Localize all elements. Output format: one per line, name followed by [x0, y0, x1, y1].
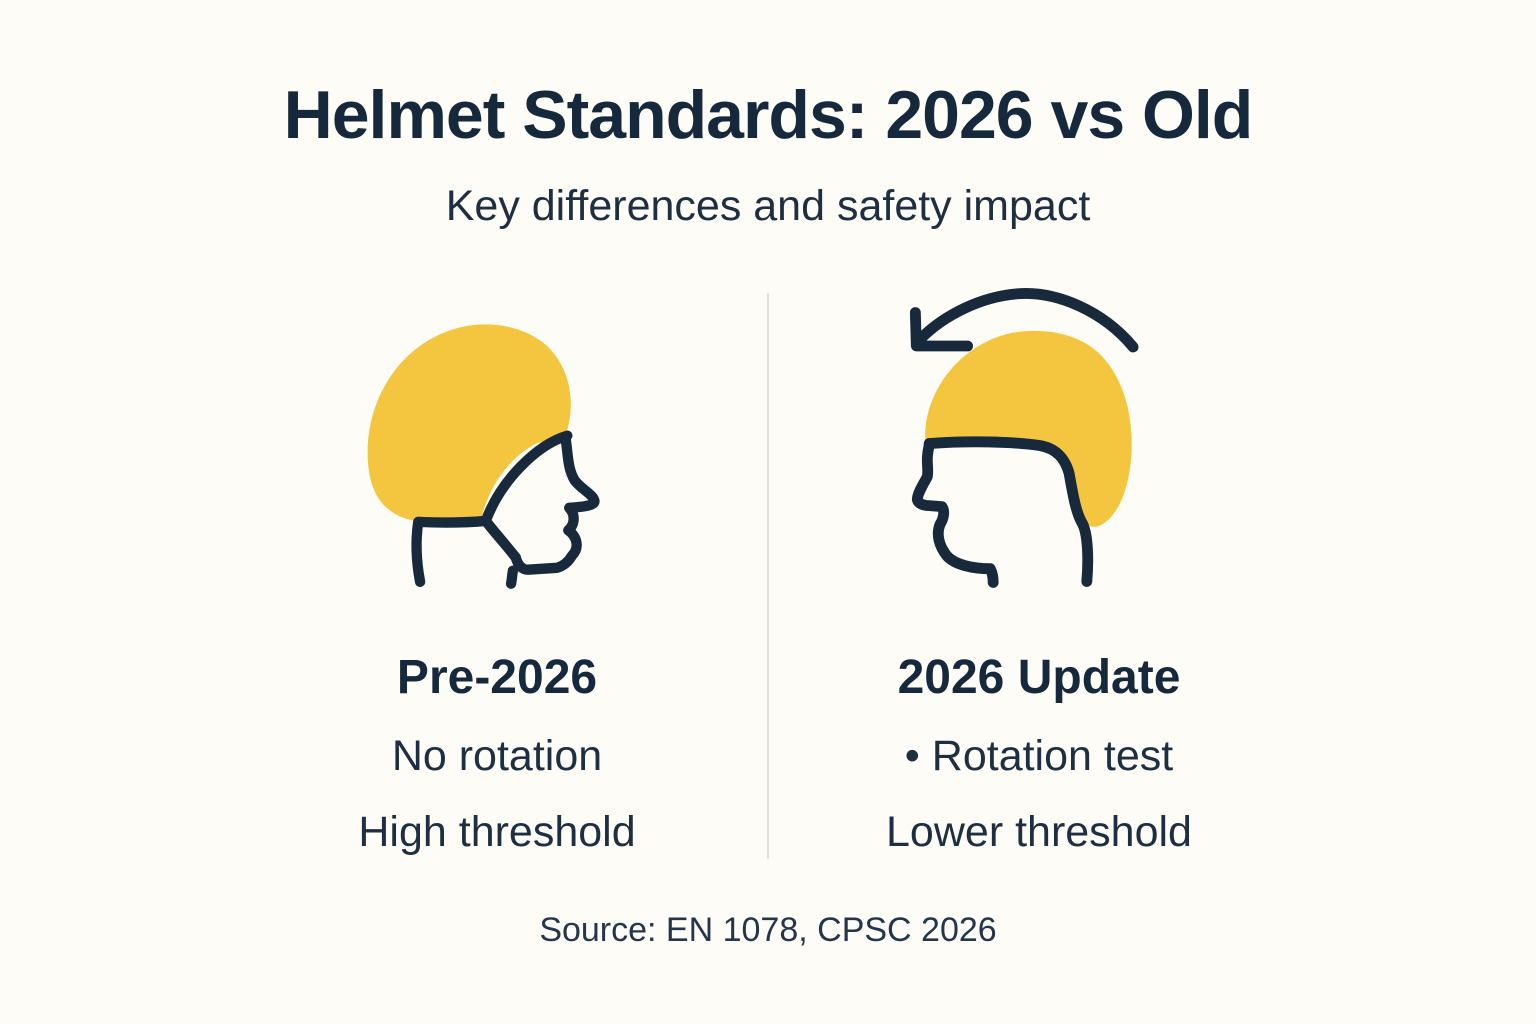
- helmet-head-right-icon: [367, 324, 600, 589]
- column-divider: [767, 293, 769, 859]
- pre-2026-heading: Pre-2026: [396, 651, 598, 704]
- column-pre-2026: Pre-2026 No rotation High threshold: [227, 271, 767, 859]
- head-outline-strokes: [909, 288, 1139, 588]
- update-2026-heading: 2026 Update: [897, 651, 1181, 704]
- rotation-arrow-icon: [915, 288, 1139, 353]
- page-title: Helmet Standards: 2026 vs Old: [283, 77, 1254, 153]
- rotation-arrowhead: [909, 307, 973, 352]
- source-citation: Source: EN 1078, CPSC 2026: [539, 911, 997, 949]
- pre-2026-line-2: High threshold: [358, 808, 636, 856]
- head-outline-strokes: [411, 430, 600, 589]
- page-subtitle: Key differences and safety impact: [445, 182, 1091, 230]
- update-2026-line-2: Lower threshold: [886, 808, 1192, 856]
- update-2026-icon-box: [872, 271, 1207, 616]
- helmet-head-left-rotation-icon: [909, 288, 1139, 588]
- pre-2026-line-1: No rotation: [391, 732, 603, 780]
- column-2026-update: 2026 Update • Rotation test Lower thresh…: [769, 271, 1309, 859]
- helmet-shell-shape: [924, 330, 1132, 527]
- comparison-area: Pre-2026 No rotation High threshold: [227, 271, 1309, 859]
- pre-2026-icon-box: [347, 271, 647, 616]
- update-2026-line-1: • Rotation test: [904, 732, 1174, 780]
- helmet-shell-shape: [367, 324, 571, 523]
